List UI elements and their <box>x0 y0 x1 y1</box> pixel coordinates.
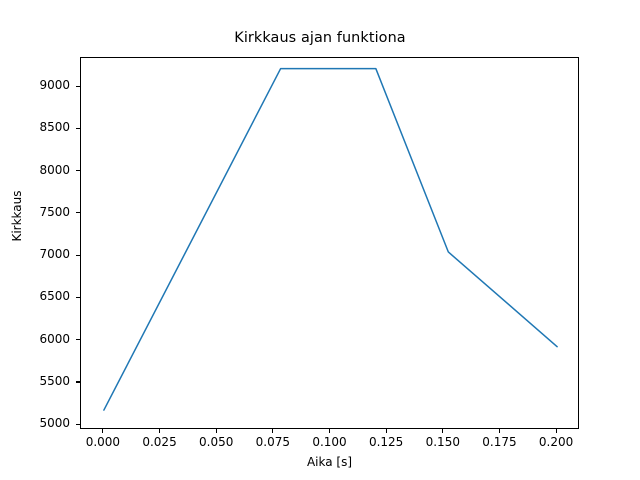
y-tick-label: 7500 <box>39 204 70 219</box>
y-tick-label: 9000 <box>39 78 70 93</box>
y-tick-label: 8500 <box>39 120 70 135</box>
y-tick-mark <box>76 339 80 341</box>
y-axis-label: Kirkkaus <box>10 190 24 242</box>
y-tick-label: 6500 <box>39 289 70 304</box>
y-tick-mark <box>76 423 80 425</box>
page-title: Kirkkaus ajan funktiona <box>234 30 406 46</box>
data-line-svg <box>103 67 558 411</box>
x-tick-mark <box>272 429 274 433</box>
y-tick-label: 8000 <box>39 162 70 177</box>
y-tick-label: 5000 <box>39 416 70 431</box>
x-tick-mark <box>442 429 444 433</box>
x-axis-label: Aika [s] <box>306 455 353 469</box>
x-tick-mark <box>328 429 331 433</box>
x-tick-label: 0.125 <box>368 435 404 449</box>
x-tick-mark <box>555 429 557 433</box>
x-tick-label: 0.075 <box>255 435 291 449</box>
y-tick-mark <box>76 381 80 383</box>
x-tick-label: 0.175 <box>482 435 517 449</box>
x-tick-label: 0.050 <box>199 435 234 449</box>
x-tick-mark <box>102 429 104 433</box>
x-tick-label: 0.100 <box>312 435 347 449</box>
x-tick-label: 0.025 <box>142 435 177 449</box>
series-kirkkaus-line <box>103 67 558 411</box>
x-tick-mark <box>215 429 217 433</box>
y-tick-mark <box>76 254 80 256</box>
y-tick-label: 7000 <box>39 247 70 262</box>
plot-area <box>80 57 579 429</box>
x-tick-mark <box>498 429 500 433</box>
y-tick-mark <box>76 212 80 214</box>
y-tick-mark <box>76 170 80 172</box>
y-tick-mark <box>76 127 80 129</box>
y-tick-label: 6000 <box>39 331 70 346</box>
x-tick-mark <box>385 429 387 433</box>
x-tick-label: 0.000 <box>85 435 121 449</box>
y-tick-mark <box>76 296 80 299</box>
x-tick-mark <box>158 429 161 433</box>
x-tick-label: 0.200 <box>538 435 574 449</box>
y-tick-label: 5500 <box>39 374 70 388</box>
y-tick-mark <box>76 85 80 87</box>
x-tick-label: 0.150 <box>425 435 460 449</box>
